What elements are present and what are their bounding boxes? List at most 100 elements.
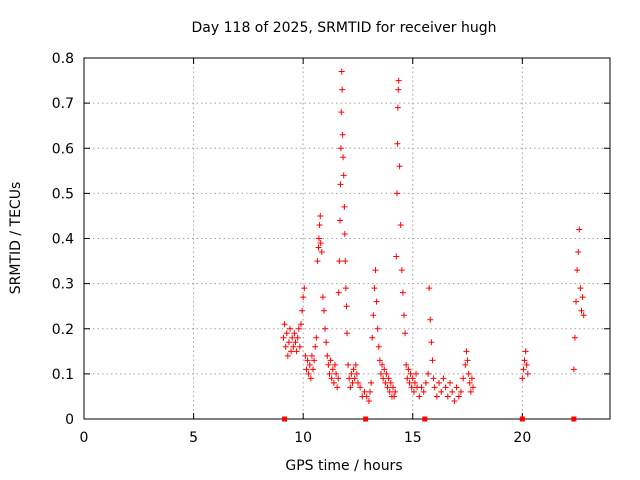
data-point xyxy=(467,388,474,395)
y-tick-label: 0.1 xyxy=(52,367,74,383)
data-point xyxy=(381,366,388,373)
data-point xyxy=(523,361,530,368)
data-point xyxy=(442,384,449,391)
data-point xyxy=(397,221,404,228)
data-point xyxy=(325,361,332,368)
y-tick-label: 0.7 xyxy=(52,96,74,112)
data-point xyxy=(327,357,334,364)
data-point xyxy=(303,366,310,373)
data-point xyxy=(300,294,307,301)
data-point xyxy=(373,298,380,305)
data-point xyxy=(334,384,341,391)
data-point xyxy=(387,379,394,386)
data-point xyxy=(468,375,475,382)
data-point xyxy=(302,352,309,359)
data-point xyxy=(403,361,410,368)
data-point xyxy=(306,361,313,368)
data-point xyxy=(322,325,329,332)
x-tick-label: 5 xyxy=(189,430,198,446)
data-point xyxy=(280,334,287,341)
data-point xyxy=(374,325,381,332)
data-point xyxy=(431,384,438,391)
data-point xyxy=(339,86,346,93)
baseline-marker xyxy=(519,416,525,422)
data-point xyxy=(369,334,376,341)
baseline-marker xyxy=(282,416,288,422)
y-tick-label: 0 xyxy=(65,412,74,428)
data-point xyxy=(379,361,386,368)
data-point xyxy=(372,267,379,274)
data-point xyxy=(296,343,303,350)
data-point xyxy=(520,366,527,373)
data-point xyxy=(578,307,585,314)
data-point xyxy=(462,361,469,368)
data-point xyxy=(295,325,302,332)
data-point xyxy=(394,104,401,111)
data-point xyxy=(330,379,337,386)
data-point xyxy=(396,163,403,170)
data-point xyxy=(340,172,347,179)
data-point xyxy=(436,379,443,386)
data-point xyxy=(319,294,326,301)
data-point xyxy=(465,370,472,377)
data-point xyxy=(324,352,331,359)
data-point xyxy=(573,298,580,305)
data-point xyxy=(418,384,425,391)
data-point xyxy=(422,379,429,386)
data-point xyxy=(579,294,586,301)
data-point xyxy=(457,388,464,395)
data-point xyxy=(346,375,353,382)
data-point xyxy=(351,375,358,382)
data-point xyxy=(338,68,345,75)
data-point xyxy=(409,375,416,382)
data-point xyxy=(307,375,314,382)
data-point xyxy=(408,384,415,391)
chart-title: Day 118 of 2025, SRMTID for receiver hug… xyxy=(192,20,497,36)
data-point xyxy=(580,312,587,319)
data-point xyxy=(463,348,470,355)
data-point xyxy=(299,307,306,314)
data-point xyxy=(382,379,389,386)
data-point xyxy=(405,366,412,373)
x-tick-label: 0 xyxy=(80,430,89,446)
data-point xyxy=(449,388,456,395)
data-point xyxy=(407,370,414,377)
data-point xyxy=(426,285,433,292)
data-point xyxy=(308,352,315,359)
data-point xyxy=(363,393,370,400)
data-point xyxy=(329,366,336,373)
data-point xyxy=(453,384,460,391)
x-tick-label: 15 xyxy=(404,430,422,446)
data-point xyxy=(370,312,377,319)
data-point xyxy=(342,285,349,292)
data-point xyxy=(338,109,345,116)
data-point xyxy=(305,370,312,377)
data-point xyxy=(349,379,356,386)
data-point xyxy=(377,370,384,377)
y-tick-label: 0.5 xyxy=(52,186,74,202)
data-point xyxy=(335,375,342,382)
data-point xyxy=(323,339,330,346)
data-point xyxy=(281,321,288,328)
data-point xyxy=(288,348,295,355)
data-point xyxy=(341,230,348,237)
data-point xyxy=(425,370,432,377)
baseline-marker xyxy=(422,416,428,422)
data-point xyxy=(336,258,343,265)
y-tick-label: 0.6 xyxy=(52,141,74,157)
data-point xyxy=(522,348,529,355)
series-baseline-markers xyxy=(282,416,577,422)
data-point xyxy=(447,379,454,386)
data-point xyxy=(284,352,291,359)
data-point xyxy=(466,379,473,386)
data-point xyxy=(385,375,392,382)
data-point xyxy=(282,343,289,350)
data-point xyxy=(316,221,323,228)
data-point xyxy=(371,285,378,292)
baseline-marker xyxy=(363,416,369,422)
x-axis-label: GPS time / hours xyxy=(285,458,402,474)
data-point xyxy=(386,388,393,395)
data-point xyxy=(451,397,458,404)
data-point xyxy=(410,388,417,395)
